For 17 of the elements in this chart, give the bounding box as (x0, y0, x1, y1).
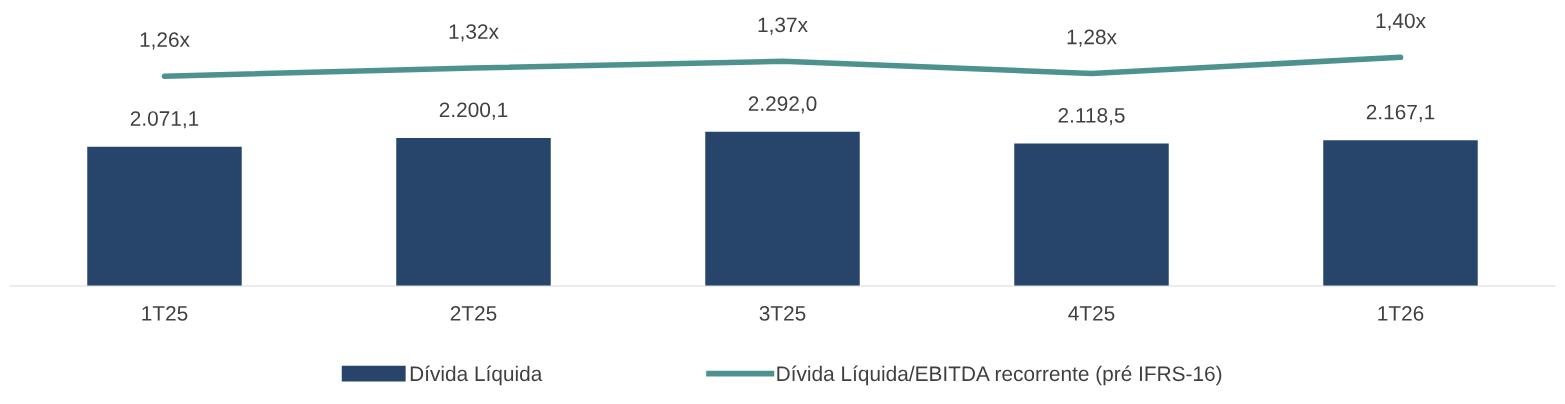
legend-label: Dívida Líquida (410, 365, 543, 386)
data-label: 2.167,1 (1366, 104, 1435, 122)
x-tick-label: 3T25 (759, 305, 806, 321)
data-label: 2.292,0 (748, 96, 817, 114)
data-label: 1,26x (140, 32, 190, 50)
data-label: 2.200,1 (439, 102, 508, 120)
data-label: 2.071,1 (130, 111, 199, 129)
x-tick-label: 1T25 (142, 305, 188, 321)
data-label: 1,32x (449, 24, 499, 42)
data-label: 1,28x (1067, 29, 1117, 47)
data-label: 2.118,5 (1058, 107, 1125, 126)
x-tick-label: 4T25 (1068, 305, 1115, 321)
x-tick-label: 2T25 (450, 305, 497, 321)
legend-label: Dívida Líquida/EBITDA recorrente (pré IFRS-16) (777, 365, 1222, 386)
data-label: 1,37x (758, 17, 808, 35)
x-tick-label: 1T26 (1378, 305, 1424, 321)
data-label: 1,40x (1376, 13, 1426, 31)
